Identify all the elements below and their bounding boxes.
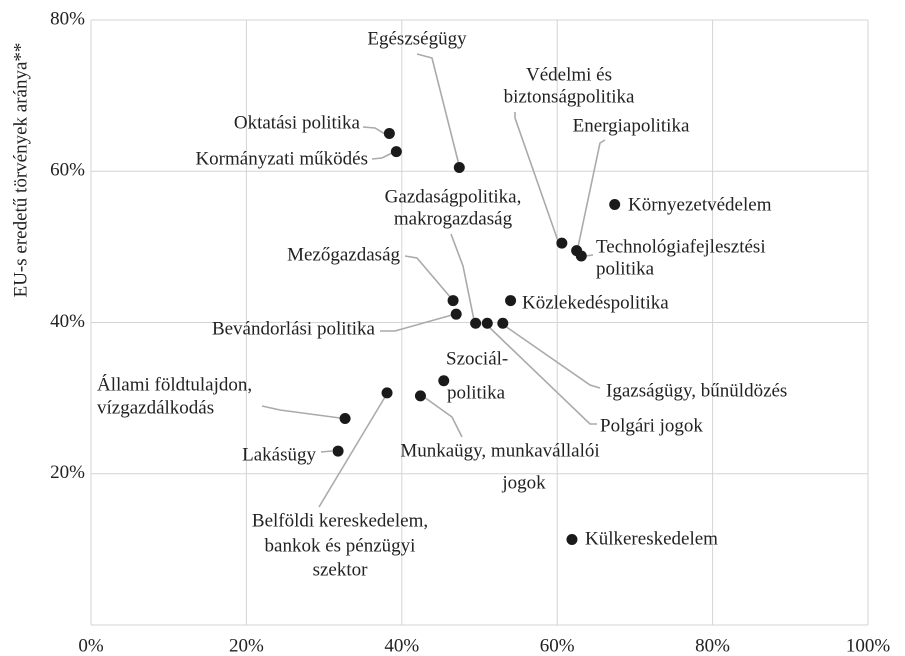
point-label: Kormányzati működés: [195, 148, 368, 169]
point: [575, 250, 587, 262]
point-label: politika: [596, 258, 655, 279]
point-label: makrogazdaság: [394, 208, 513, 229]
point-label: bankok és pénzügyi: [265, 535, 416, 556]
leader-line: [504, 325, 601, 389]
leader-line: [380, 314, 453, 332]
point-label: Gazdaságpolitika,: [385, 186, 522, 207]
point-label: vízgazdálkodás: [97, 397, 214, 418]
leader-line: [450, 233, 475, 321]
y-axis-label: EU-s eredetű törvények aránya**: [10, 43, 31, 298]
point: [566, 534, 578, 546]
leader-line: [404, 255, 452, 299]
y-tick-label: 80%: [50, 8, 85, 29]
point: [381, 387, 393, 399]
point-label: Polgári jogok: [600, 415, 703, 436]
point-label: Oktatási politika: [234, 112, 361, 133]
point-label: Lakásügy: [242, 444, 316, 465]
point: [438, 375, 450, 387]
point-label: Állami földtulajdon,: [97, 373, 252, 395]
x-tick-label: 20%: [229, 635, 264, 656]
point: [453, 161, 465, 173]
point-label: Külkereskedelem: [585, 528, 718, 549]
leader-line: [577, 139, 606, 248]
leader-line: [371, 152, 393, 160]
leader-line: [423, 396, 463, 438]
point-label: Technológiafejlesztési: [596, 236, 766, 257]
point-label: Bevándorlási politika: [212, 318, 376, 339]
point-label: biztonságpolitika: [504, 86, 635, 107]
y-tick-label: 40%: [50, 311, 85, 332]
point-label: Belföldi kereskedelem,: [252, 510, 428, 531]
point: [414, 390, 426, 402]
y-tick-label: 20%: [50, 462, 85, 483]
point-label: Egészségügy: [367, 28, 467, 49]
point: [556, 237, 568, 249]
x-tick-label: 40%: [384, 635, 419, 656]
point-label: szektor: [313, 559, 369, 580]
point-label: Mezőgazdaság: [287, 244, 400, 265]
point-label: politika: [447, 382, 506, 403]
point: [390, 146, 402, 158]
leader-line: [416, 53, 460, 166]
point-label: Szociál-: [446, 348, 508, 369]
x-tick-label: 0%: [78, 635, 104, 656]
x-tick-label: 60%: [540, 635, 575, 656]
leader-line: [362, 126, 386, 135]
point-label: Energiapolitika: [573, 115, 690, 136]
point-label: Munkaügy, munkavállalói: [400, 440, 599, 461]
x-tick-label: 100%: [846, 635, 891, 656]
point: [383, 127, 395, 139]
leader-line: [261, 405, 341, 419]
y-tick-label: 60%: [50, 160, 85, 181]
point-label: Védelmi és: [526, 64, 612, 85]
leader-line: [318, 396, 386, 508]
point: [332, 445, 344, 457]
point: [497, 317, 509, 329]
point: [505, 295, 517, 307]
point: [450, 308, 462, 320]
point: [339, 413, 351, 425]
point: [609, 199, 621, 211]
point: [470, 317, 482, 329]
leader-line: [514, 112, 559, 242]
leader-line: [488, 326, 597, 425]
x-tick-label: 80%: [695, 635, 730, 656]
point-label: Közlekedéspolitika: [522, 292, 669, 313]
point-label: Környezetvédelem: [628, 194, 772, 215]
point-label: Igazságügy, bűnüldözés: [606, 380, 787, 401]
leader-line: [320, 450, 333, 453]
point: [447, 295, 459, 307]
point-label: jogok: [501, 472, 546, 493]
point: [481, 317, 493, 329]
